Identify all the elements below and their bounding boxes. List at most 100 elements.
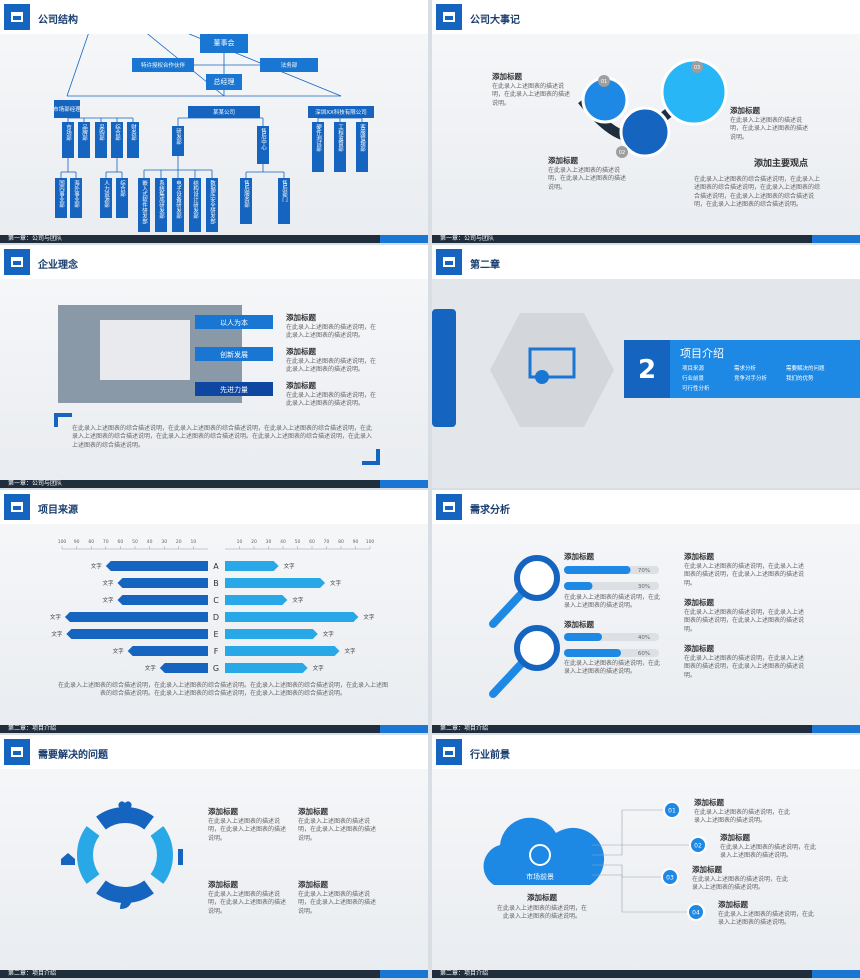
org-node-label: 海外事业部 — [73, 179, 80, 209]
x-tick-label: 100 — [58, 539, 67, 545]
org-node — [308, 106, 374, 118]
footer-text: 第二章：项目介绍 — [8, 725, 57, 732]
slide-title: 项目来源 — [38, 505, 78, 516]
footer: 第二章：项目介绍 — [0, 725, 428, 733]
badge-label: 03 — [694, 65, 700, 71]
bar — [225, 629, 318, 639]
heading: 添加标题 — [298, 807, 328, 816]
slide-graphics: 市场前景 01 02 03 04 — [483, 801, 707, 921]
header-icon — [4, 249, 30, 275]
org-node — [334, 122, 346, 172]
x-tick-label: 50 — [132, 539, 138, 545]
x-tick-label: 20 — [176, 539, 182, 545]
org-node — [54, 100, 80, 118]
tag — [195, 347, 273, 361]
tag-label: 先进力量 — [220, 385, 248, 394]
connector — [592, 874, 696, 913]
text: 在此录入上述图表的描述说明，在此录入上述图表的描述说明。 — [298, 818, 377, 842]
chapter-item: 竞争对手分析 — [734, 374, 768, 382]
slide: 董事会 特许授权合作伙伴 法务部 总经理 市场部经理 某某公司 深圳XX科技有限公司 市场部 品… — [0, 0, 428, 243]
org-node — [206, 178, 218, 232]
ring-segment — [96, 807, 154, 830]
header: 公司大事记 — [432, 0, 860, 34]
heading: 添加标题 — [684, 552, 714, 561]
x-tick-label: 40 — [280, 539, 286, 545]
slide: 2 项目介绍 项目来源 需求分析 需要解决的问题 行业前景 竞争对手分析 我们的优势 可行性分析… — [432, 245, 860, 488]
slide-title: 公司大事记 — [470, 15, 520, 26]
chapter-heading: 项目介绍 — [680, 346, 724, 360]
slide-title: 需要解决的问题 — [38, 750, 108, 761]
connector — [592, 844, 698, 856]
x-tick-label: 60 — [118, 539, 124, 545]
text: 在此录入上述图表的描述说明，在此录入上述图表的描述说明。 — [692, 876, 789, 892]
heading: 添加标题 — [564, 620, 594, 629]
text: 在此录入上述图表的描述说明，在此录入上述图表的描述说明。 — [208, 818, 287, 842]
side-strip — [432, 309, 456, 427]
heading: 添加标题 — [492, 72, 522, 81]
slide-title: 行业前景 — [470, 750, 510, 761]
org-node — [356, 122, 368, 172]
header-icon — [4, 739, 30, 765]
heading: 添加标题 — [208, 807, 238, 816]
bar — [225, 578, 326, 588]
bar-label: 文字 — [292, 596, 304, 604]
bar-label: 文字 — [51, 630, 63, 638]
bar-label: 文字 — [284, 562, 296, 570]
milestone — [619, 106, 671, 158]
progress-label: 70% — [638, 568, 650, 574]
org-node — [172, 178, 184, 232]
category-label: D — [213, 613, 219, 622]
header: 公司结构 — [0, 0, 428, 34]
chapter-item: 项目来源 — [682, 364, 705, 372]
text: 在此录入上述图表的描述说明，在此录入上述图表的描述说明。 — [492, 83, 571, 107]
slide: 70% 30% 40% 60% 需求分析 第二章：项目介绍 添加标题 在此录入上述图表的描述说… — [432, 490, 860, 733]
hexagon — [490, 313, 614, 427]
footer-text: 第一章：公司与团队 — [8, 235, 63, 242]
slide-title: 企业理念 — [38, 260, 78, 271]
chapter-num-box — [624, 340, 670, 398]
bar — [127, 646, 208, 656]
org-node — [312, 122, 324, 172]
text: 在此录入上述图表的描述说明，在此录入上述图表的描述说明。 — [564, 594, 661, 610]
bar-label: 文字 — [363, 613, 375, 621]
ring-segment — [150, 826, 173, 884]
bar-label: 文字 — [323, 630, 335, 638]
photo-table — [100, 320, 190, 380]
bar — [105, 561, 208, 571]
heading: 添加标题 — [730, 106, 760, 115]
x-tick-label: 40 — [147, 539, 153, 545]
badge — [616, 146, 628, 158]
bar-label: 文字 — [330, 579, 342, 587]
x-tick-label: 100 — [366, 539, 375, 545]
number-badge — [663, 801, 681, 819]
tag-label: 以人为本 — [220, 318, 248, 327]
header-icon — [436, 739, 462, 765]
heading: 添加标题 — [694, 798, 724, 807]
header-icon — [436, 494, 462, 520]
org-node — [189, 178, 201, 232]
category-label: A — [213, 562, 219, 571]
magnifier — [514, 625, 560, 671]
x-tick-label: 60 — [309, 539, 315, 545]
footer: 第一章：公司与团队 — [432, 235, 860, 243]
bar — [225, 595, 288, 605]
heading: 添加标题 — [286, 347, 316, 356]
heading: 添加标题 — [692, 865, 722, 874]
org-node — [155, 178, 167, 232]
bar-label: 文字 — [102, 579, 114, 587]
text: 在此录入上述图表的描述说明，在此录入上述图表的描述说明。 — [208, 891, 287, 915]
heading: 添加标题 — [208, 880, 238, 889]
chapter-item: 可行性分析 — [682, 384, 710, 392]
icon-person — [535, 370, 549, 384]
heading: 添加标题 — [527, 893, 557, 902]
org-node — [278, 178, 290, 224]
header: 行业前景 — [432, 735, 860, 769]
org-node — [116, 178, 128, 218]
org-node-label: 工程监督部 — [337, 124, 344, 153]
magnifier-handle — [489, 658, 527, 698]
chapter-number: 2 — [638, 355, 656, 385]
heading: 添加标题 — [298, 880, 328, 889]
org-node-label: 品牌部 — [81, 124, 88, 142]
progress-bar — [564, 582, 593, 590]
